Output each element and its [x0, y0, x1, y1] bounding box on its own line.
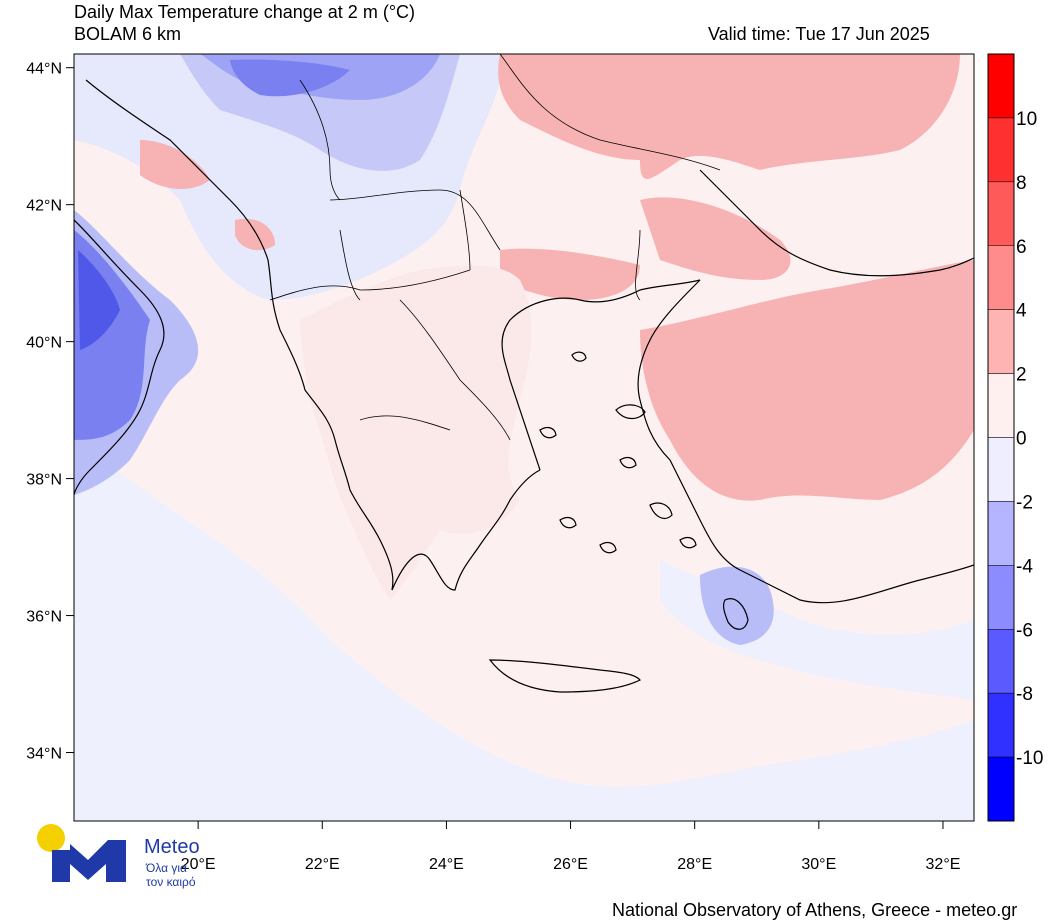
colorbar-swatch	[987, 437, 1015, 502]
temperature-field	[74, 54, 974, 821]
colorbar-swatch	[987, 629, 1015, 694]
sea-negative-area	[74, 440, 974, 821]
lon-tick-label: 30°E	[801, 856, 836, 873]
colorbar-swatch	[987, 692, 1015, 758]
sun-icon	[37, 824, 65, 852]
map-frame	[73, 53, 975, 822]
sea-negative-area	[74, 480, 300, 821]
logo-tagline-2: τον καιρό	[146, 875, 196, 889]
colorbar-label: 10	[1016, 109, 1037, 130]
longitude-ticks: 20°E 22°E 24°E 26°E 28°E 30°E 32°E	[181, 821, 961, 873]
black-sea-positive-area	[498, 54, 960, 179]
colorbar-swatch	[987, 117, 1015, 183]
rhodes-negative-area	[700, 566, 774, 645]
lon-tick-label: 26°E	[553, 856, 588, 873]
lon-tick-label: 24°E	[429, 856, 464, 873]
balkan-negative-6	[230, 59, 350, 97]
lon-tick-label: 22°E	[305, 856, 340, 873]
colorbar-swatch	[987, 309, 1015, 374]
colorbar-label: 0	[1016, 429, 1027, 450]
chart-title: Daily Max Temperature change at 2 m (°C)	[74, 2, 416, 22]
colorbar-swatch	[987, 181, 1015, 246]
croatia-positive-area	[140, 140, 210, 190]
thrace-positive-area	[640, 197, 791, 280]
lat-tick-label: 42°N	[26, 198, 62, 215]
lat-tick-label: 44°N	[26, 61, 62, 78]
turkey-positive-area	[640, 260, 974, 501]
lon-tick-label: 28°E	[677, 856, 712, 873]
greece-area	[300, 265, 532, 600]
colorbar-label: -8	[1016, 684, 1033, 705]
footer-credit: National Observatory of Athens, Greece -…	[612, 900, 1018, 920]
colorbar-swatch	[987, 373, 1015, 438]
macedonia-positive-area	[500, 248, 640, 300]
colorbar-label: 8	[1016, 173, 1027, 194]
colorbar-label: -4	[1016, 556, 1033, 577]
coastlines	[74, 79, 974, 693]
colorbar-label: 2	[1016, 365, 1027, 386]
m-icon	[52, 840, 126, 882]
lat-tick-label: 34°N	[26, 746, 62, 763]
colorbar-swatch	[987, 756, 1015, 822]
borders	[269, 54, 721, 441]
lat-tick-label: 38°N	[26, 472, 62, 489]
lon-tick-label: 32°E	[926, 856, 961, 873]
logo-tagline-1: Όλα για	[146, 861, 187, 875]
colorbar-swatch	[987, 245, 1015, 310]
italy-negative-8	[78, 250, 120, 350]
colorbar-label: -10	[1016, 748, 1043, 769]
colorbar-label: 6	[1016, 237, 1027, 258]
colorbar-label: -6	[1016, 620, 1033, 641]
meteo-logo-graphic	[37, 824, 126, 882]
lat-tick-label: 36°N	[26, 609, 62, 626]
colorbar-label: 4	[1016, 301, 1027, 322]
meteo-logo	[34, 822, 174, 884]
model-label: BOLAM 6 km	[74, 24, 182, 44]
colorbar-label: -2	[1016, 492, 1033, 513]
lon-tick-label: 20°E	[181, 856, 216, 873]
albania-positive-area	[235, 218, 275, 251]
colorbar-swatch	[987, 501, 1015, 566]
logo-name: Meteo	[144, 836, 200, 858]
colorbar-frame	[987, 53, 1015, 822]
lat-tick-label: 40°N	[26, 335, 62, 352]
valid-time: Valid time: Tue 17 Jun 2025	[708, 24, 930, 44]
colorbar: 10 8 6 4 2 0 -2 -4 -6 -8 -10	[987, 53, 1043, 822]
colorbar-swatch	[987, 565, 1015, 630]
latitude-ticks: 44°N 42°N 40°N 38°N 36°N 34°N	[26, 61, 74, 763]
colorbar-swatch	[987, 53, 1015, 119]
